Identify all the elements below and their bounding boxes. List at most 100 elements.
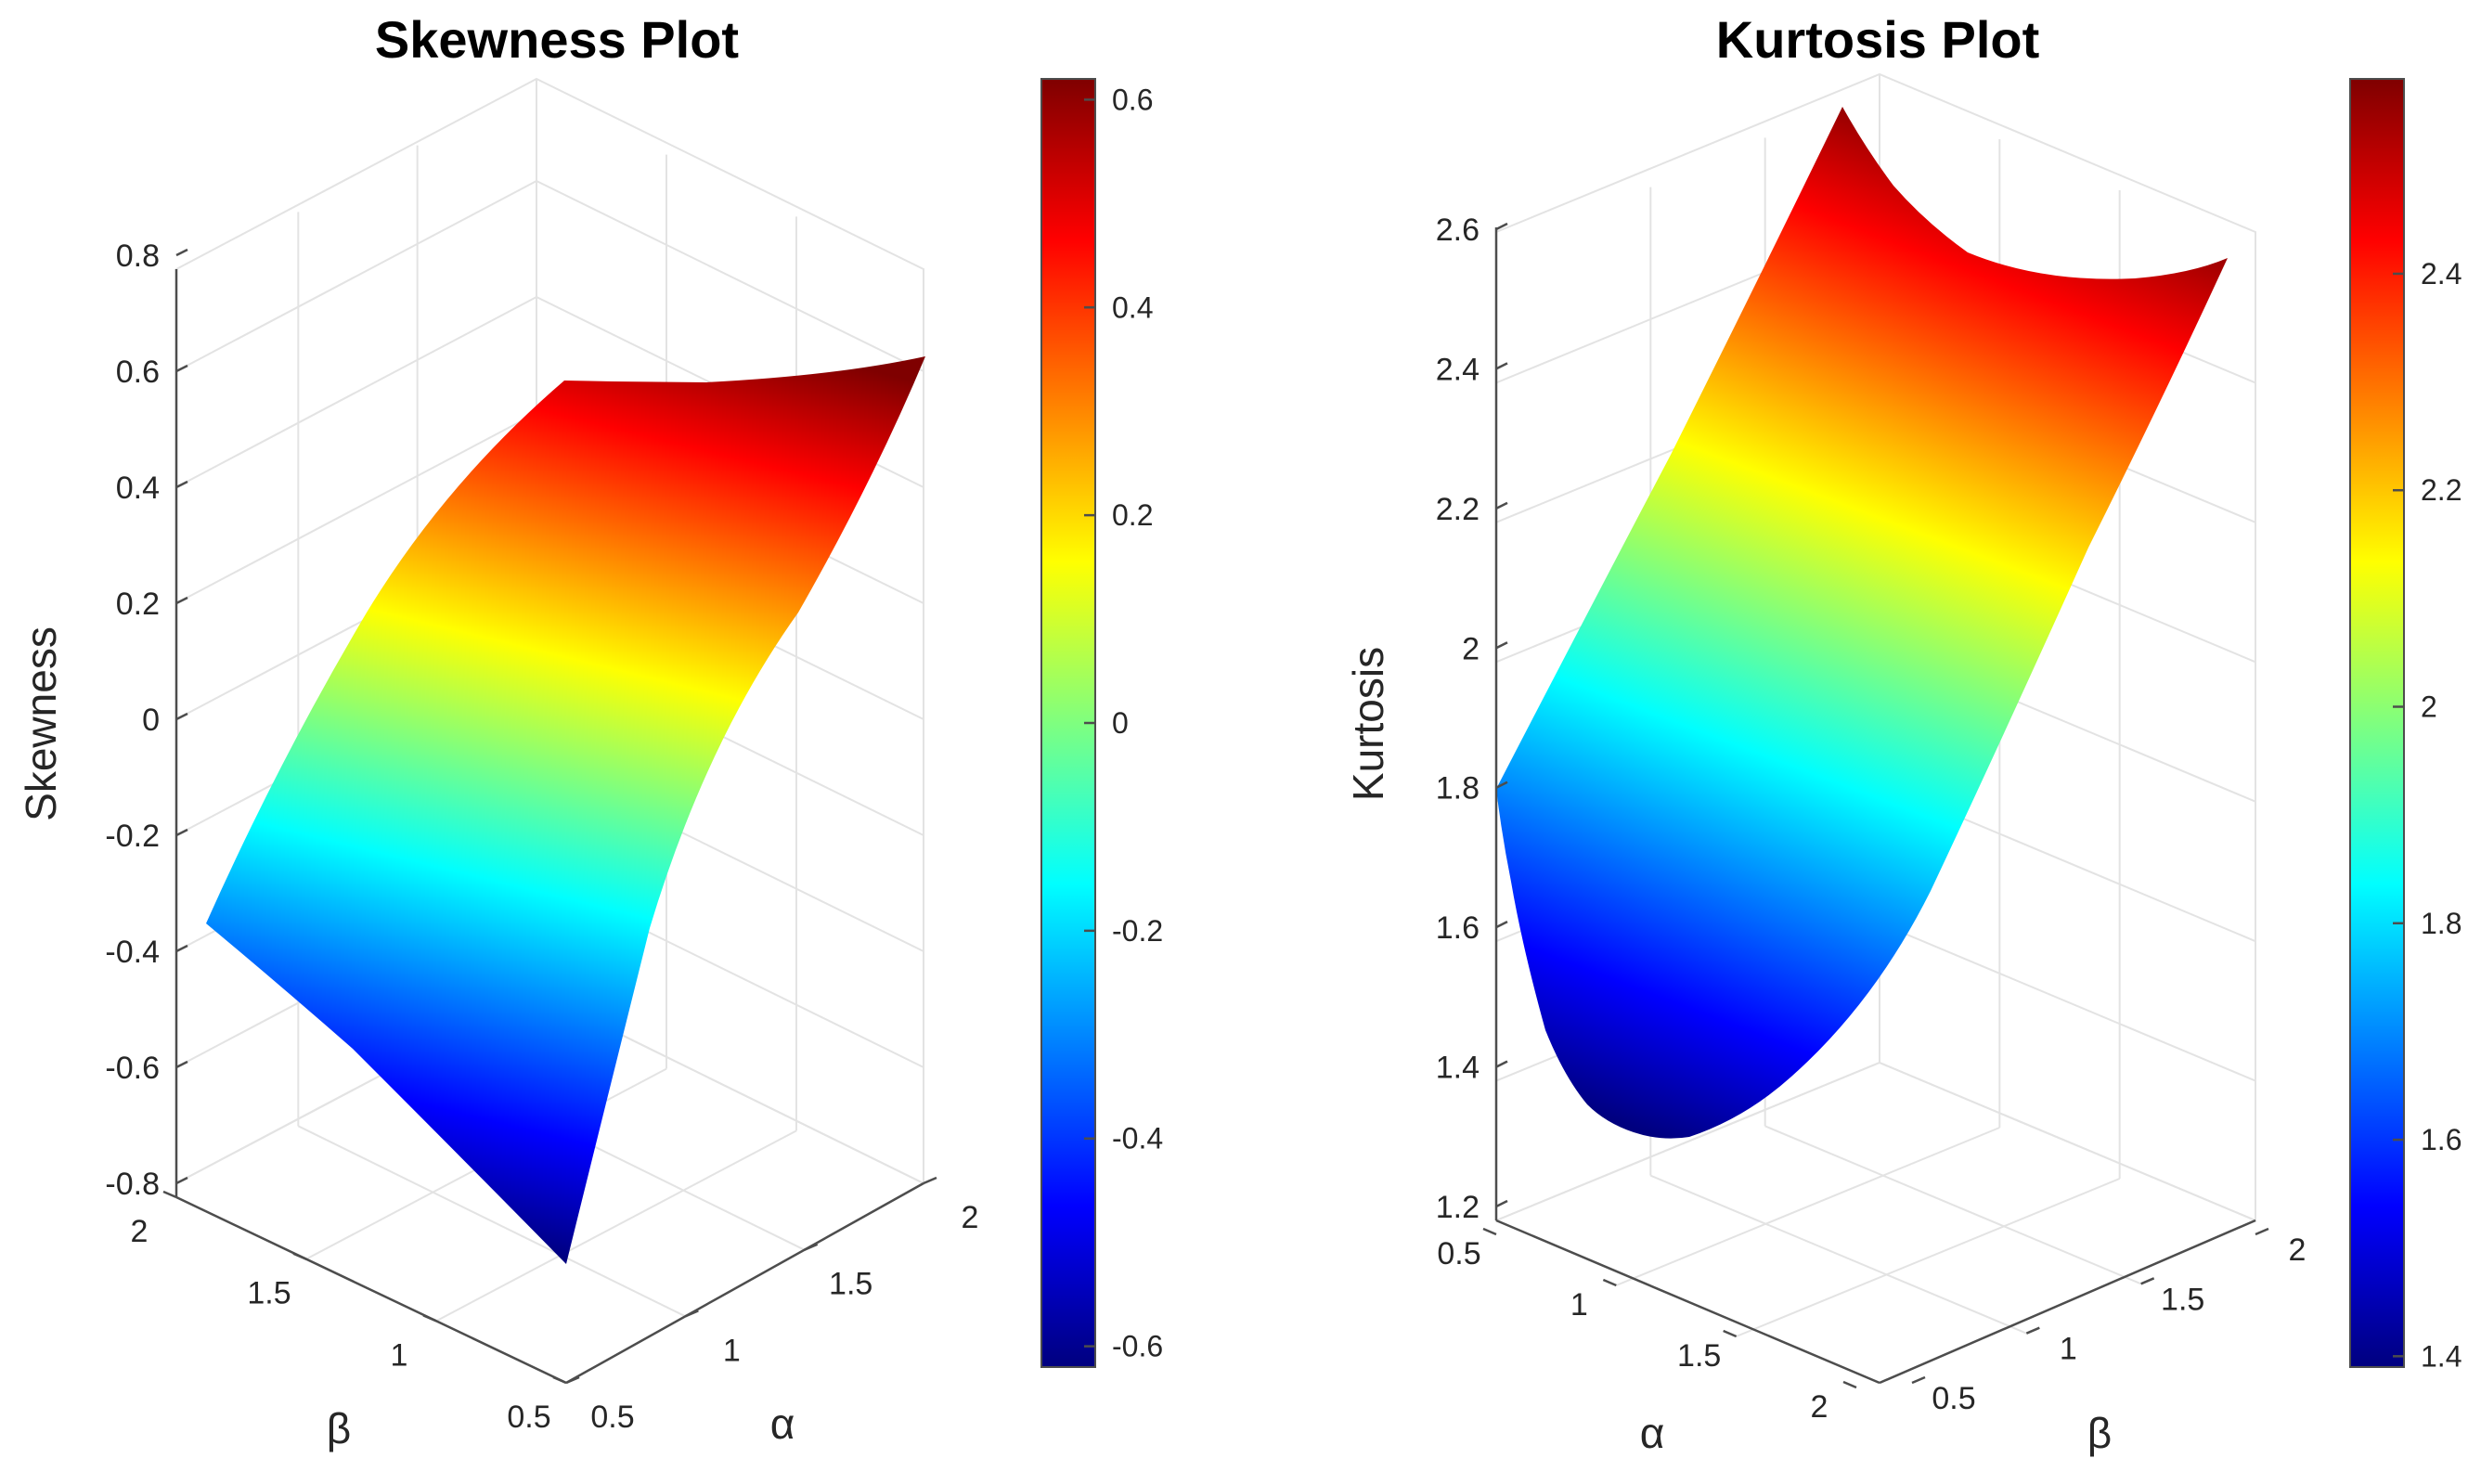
kurtosis-colorbar-tick-label: 2 xyxy=(2421,690,2437,724)
skewness-colorbar-tick-label: -0.2 xyxy=(1112,914,1163,948)
kurtosis-beta-tick-mark xyxy=(2140,1277,2155,1285)
skewness-alpha-axis: 0.5 1 1.5 2 α xyxy=(565,1176,979,1448)
kurtosis-z-tick-mark xyxy=(1495,1060,1508,1068)
skewness-z-label: Skewness xyxy=(17,626,65,821)
kurtosis-z-tick-mark xyxy=(1495,781,1508,789)
skewness-colorbar: -0.6 -0.4 -0.2 0 0.2 0.4 0.6 xyxy=(1040,78,1163,1368)
kurtosis-z-tick-mark xyxy=(1495,921,1508,929)
skewness-beta-label: β xyxy=(327,1404,351,1452)
skewness-colorbar-tick-label: 0.4 xyxy=(1112,290,1153,324)
kurtosis-z-tick-mark xyxy=(1495,501,1508,510)
kurtosis-colorbar-tick-label: 1.8 xyxy=(2421,907,2462,940)
kurtosis-colorbar: 1.4 1.6 1.8 2 2.2 2.4 xyxy=(2349,78,2462,1373)
skewness-z-tick-mark xyxy=(175,828,188,837)
skewness-z-tick-mark xyxy=(175,480,188,489)
skewness-beta-axis: 2 1.5 1 0.5 β xyxy=(131,1190,567,1452)
kurtosis-beta-tick-label: 0.5 xyxy=(1932,1381,1975,1416)
kurtosis-beta-tick-mark xyxy=(2025,1326,2040,1335)
skewness-z-axis: -0.8 -0.6 -0.4 -0.2 0 0.2 0.4 0.6 0.8 Skewness xyxy=(17,239,188,1202)
skewness-alpha-tick-mark xyxy=(923,1176,937,1185)
skewness-alpha-tick-label: 2 xyxy=(962,1200,979,1235)
skewness-z-tick-mark xyxy=(175,596,188,605)
skewness-plot: Skewness Plot -0.8 -0.6 -0.4 -0.2 0 0.2 0.4 0.6… xyxy=(17,10,1163,1452)
kurtosis-z-label: Kurtosis xyxy=(1344,647,1392,801)
skewness-beta-tick-label: 0.5 xyxy=(507,1400,550,1435)
kurtosis-z-tick-mark xyxy=(1495,362,1508,370)
skewness-colorbar-tick-label: 0.6 xyxy=(1112,83,1153,116)
skewness-z-tick-label: 0.2 xyxy=(116,587,160,622)
skewness-z-tick-label: -0.8 xyxy=(105,1167,160,1202)
skewness-z-tick-mark xyxy=(175,1176,188,1185)
skewness-beta-tick-label: 1 xyxy=(391,1337,408,1373)
skewness-z-tick-label: 0.8 xyxy=(116,239,160,274)
kurtosis-alpha-tick-mark xyxy=(1842,1380,1857,1389)
kurtosis-beta-tick-mark xyxy=(2255,1227,2269,1236)
skewness-z-tick-mark xyxy=(175,248,188,257)
kurtosis-colorbar-tick-label: 2.4 xyxy=(2421,257,2462,290)
kurtosis-z-tick-label: 2.2 xyxy=(1436,492,1480,527)
skewness-colorbar-tick-label: -0.4 xyxy=(1112,1122,1163,1155)
kurtosis-alpha-tick-mark xyxy=(1723,1329,1738,1338)
skewness-z-tick-mark xyxy=(175,364,188,373)
kurtosis-alpha-tick-mark xyxy=(1482,1227,1497,1236)
skewness-z-tick-mark xyxy=(175,1060,188,1069)
kurtosis-beta-tick-mark xyxy=(1911,1375,1926,1385)
skewness-z-tick-mark xyxy=(175,944,188,953)
kurtosis-colorbar-tick-label: 1.4 xyxy=(2421,1339,2462,1373)
kurtosis-beta-floor-gridline xyxy=(1649,1174,2027,1335)
skewness-alpha-tick-mark xyxy=(804,1243,819,1251)
skewness-z-tick-label: 0 xyxy=(142,703,160,738)
kurtosis-z-tick-label: 1.2 xyxy=(1436,1190,1480,1225)
kurtosis-beta-axis: 0.5 1 1.5 2 β xyxy=(1879,1219,2307,1457)
kurtosis-surface xyxy=(1496,107,2228,1139)
kurtosis-z-tick-label: 1.8 xyxy=(1436,771,1480,807)
kurtosis-z-tick-label: 2.4 xyxy=(1436,352,1480,387)
kurtosis-beta-tick-label: 2 xyxy=(2289,1232,2307,1268)
kurtosis-z-tick-mark xyxy=(1495,641,1508,650)
skewness-alpha-tick-label: 1 xyxy=(723,1333,741,1368)
skewness-beta-tick-mark xyxy=(422,1314,437,1323)
skewness-beta-tick-mark xyxy=(292,1252,307,1260)
kurtosis-alpha-label: α xyxy=(1640,1409,1665,1457)
kurtosis-alpha-tick-label: 0.5 xyxy=(1437,1236,1480,1271)
kurtosis-beta-label: β xyxy=(2087,1409,2112,1457)
kurtosis-colorbar-tick-label: 2.2 xyxy=(2421,473,2462,507)
kurtosis-alpha-tick-label: 1 xyxy=(1570,1287,1588,1323)
kurtosis-colorbar-tick-label: 1.6 xyxy=(2421,1123,2462,1156)
skewness-beta-tick-label: 2 xyxy=(131,1214,149,1249)
skewness-z-tick-label: 0.6 xyxy=(116,355,160,390)
kurtosis-beta-floor-gridline xyxy=(1764,1125,2142,1285)
skewness-z-tick-mark xyxy=(175,712,188,721)
kurtosis-alpha-floor-gridline xyxy=(1615,1127,2000,1286)
skewness-title: Skewness Plot xyxy=(375,10,739,69)
skewness-colorbar-tick-label: -0.6 xyxy=(1112,1330,1163,1363)
skewness-surface xyxy=(206,356,925,1264)
kurtosis-plot: Kurtosis Plot 1.2 1.4 1.6 1.8 2 2.2 2.4 2.6 Kur… xyxy=(1344,10,2462,1457)
kurtosis-z-tick-label: 2.6 xyxy=(1436,213,1480,248)
skewness-colorbar-tick-label: 0 xyxy=(1112,706,1129,740)
kurtosis-beta-tick-label: 1.5 xyxy=(2161,1282,2204,1317)
skewness-beta-tick-mark xyxy=(162,1190,177,1199)
kurtosis-z-axis: 1.2 1.4 1.6 1.8 2 2.2 2.4 2.6 Kurtosis xyxy=(1344,213,1508,1225)
skewness-beta-floor-gridline xyxy=(435,1129,797,1323)
skewness-z-tick-label: -0.6 xyxy=(105,1051,160,1086)
skewness-alpha-tick-mark xyxy=(565,1375,580,1385)
kurtosis-z-tick-label: 2 xyxy=(1462,631,1480,666)
kurtosis-alpha-tick-label: 2 xyxy=(1811,1389,1828,1425)
skewness-z-tick-label: 0.4 xyxy=(116,471,160,506)
kurtosis-colorbar-gradient xyxy=(2349,78,2405,1368)
skewness-alpha-tick-label: 0.5 xyxy=(590,1400,634,1435)
skewness-alpha-tick-label: 1.5 xyxy=(829,1267,872,1302)
skewness-z-tick-label: -0.2 xyxy=(105,819,160,854)
skewness-beta-tick-mark xyxy=(552,1375,567,1385)
skewness-z-gridline xyxy=(175,179,924,372)
kurtosis-alpha-floor-gridline xyxy=(1736,1178,2121,1337)
skewness-alpha-floor-gridline xyxy=(297,1125,686,1318)
kurtosis-z-tick-label: 1.4 xyxy=(1436,1051,1480,1086)
kurtosis-z-tick-mark xyxy=(1495,222,1508,231)
skewness-alpha-tick-mark xyxy=(684,1310,699,1318)
kurtosis-z-tick-mark xyxy=(1495,1199,1508,1208)
kurtosis-alpha-tick-mark xyxy=(1602,1278,1617,1287)
kurtosis-alpha-tick-label: 1.5 xyxy=(1677,1338,1721,1374)
